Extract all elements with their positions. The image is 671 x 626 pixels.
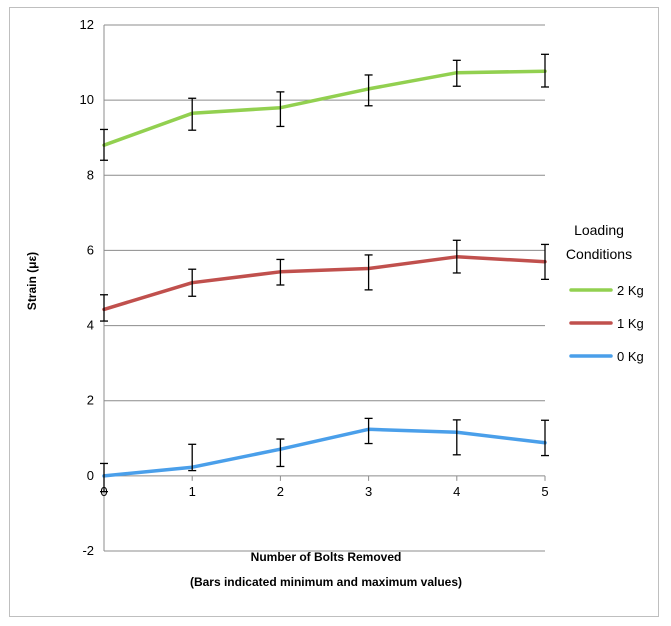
y-tick-label: 12 bbox=[80, 17, 94, 32]
series-group bbox=[100, 53, 549, 493]
error-bar bbox=[364, 417, 373, 445]
error-bar bbox=[452, 59, 461, 87]
error-bar bbox=[188, 268, 197, 297]
x-tick-label: 1 bbox=[189, 484, 196, 499]
y-tick-label: 2 bbox=[87, 393, 94, 408]
legend: Loading Conditions 2 Kg 1 Kg 0 Kg bbox=[566, 222, 644, 364]
legend-label-0: 2 Kg bbox=[617, 283, 644, 298]
legend-title: Loading bbox=[574, 222, 624, 238]
y-tick-label: 8 bbox=[87, 167, 94, 182]
error-bar bbox=[100, 128, 108, 161]
x-tick-labels: 012345 bbox=[100, 484, 548, 499]
error-bar bbox=[452, 239, 461, 274]
error-bar bbox=[364, 254, 373, 291]
error-bar bbox=[276, 258, 285, 286]
y-tick-label: 10 bbox=[80, 92, 94, 107]
x-axis-note: (Bars indicated minimum and maximum valu… bbox=[190, 575, 462, 589]
y-tick-label: -2 bbox=[82, 543, 94, 558]
series-line-1 bbox=[102, 255, 547, 312]
error-bar bbox=[188, 443, 197, 472]
y-axis-title: Strain (με) bbox=[25, 252, 39, 310]
error-bar bbox=[188, 97, 197, 131]
y-tick-label: 0 bbox=[87, 468, 94, 483]
error-bar bbox=[541, 419, 549, 457]
y-tick-label: 4 bbox=[87, 318, 94, 333]
error-bar bbox=[276, 438, 285, 468]
y-tick-labels: -2 0 2 4 6 8 10 12 bbox=[80, 17, 94, 558]
legend-label-1: 1 Kg bbox=[617, 316, 644, 331]
error-bar bbox=[364, 74, 373, 107]
x-tick-label: 5 bbox=[541, 484, 548, 499]
series-line-2 bbox=[102, 427, 547, 478]
error-bar bbox=[452, 419, 461, 456]
legend-label-2: 0 Kg bbox=[617, 349, 644, 364]
x-tick-label: 2 bbox=[277, 484, 284, 499]
error-bar bbox=[100, 462, 108, 493]
legend-title-line-2: Conditions bbox=[566, 246, 632, 262]
error-bar bbox=[276, 91, 285, 128]
error-bar bbox=[541, 243, 549, 281]
x-tick-label: 3 bbox=[365, 484, 372, 499]
x-axis-title: Number of Bolts Removed bbox=[251, 550, 402, 564]
series-line-0 bbox=[102, 69, 547, 147]
error-bar bbox=[100, 294, 108, 322]
error-bar bbox=[541, 53, 549, 88]
x-tick-label: 4 bbox=[453, 484, 460, 499]
y-tick-label: 6 bbox=[87, 242, 94, 257]
gridlines bbox=[104, 24, 545, 552]
